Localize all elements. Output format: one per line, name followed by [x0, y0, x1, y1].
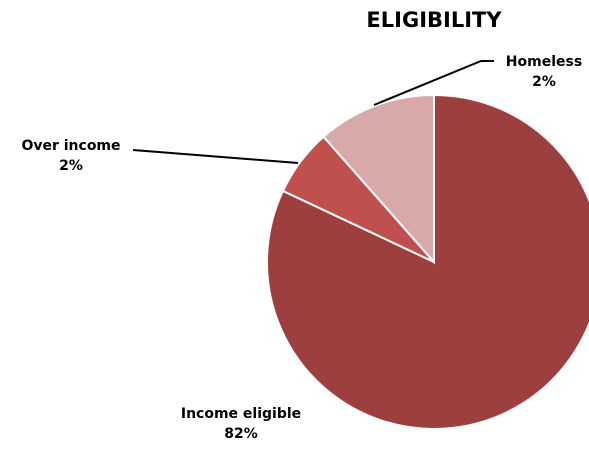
slice-label-homeless-value: 2%: [532, 74, 556, 90]
data-label-income-eligible: Income eligible 82%: [181, 406, 301, 442]
slice-label-over-income-value: 2%: [59, 158, 83, 174]
slice-label-homeless-name: Homeless: [506, 54, 582, 70]
leader-line-over-income: [132, 149, 299, 164]
pie-slice-homeless: [322, 93, 435, 265]
chart-title: ELIGIBILITY: [366, 8, 502, 32]
pie-slice-income-eligible: [266, 93, 589, 430]
slice-label-over-income-name: Over income: [21, 138, 120, 154]
slice-label-income-eligible-name: Income eligible: [181, 406, 301, 422]
leader-line-homeless: [373, 60, 494, 106]
pie-slices: [266, 93, 589, 430]
slice-label-income-eligible-value: 82%: [224, 426, 258, 442]
data-label-homeless: Homeless 2%: [506, 54, 582, 90]
data-label-over-income: Over income 2%: [21, 138, 120, 174]
